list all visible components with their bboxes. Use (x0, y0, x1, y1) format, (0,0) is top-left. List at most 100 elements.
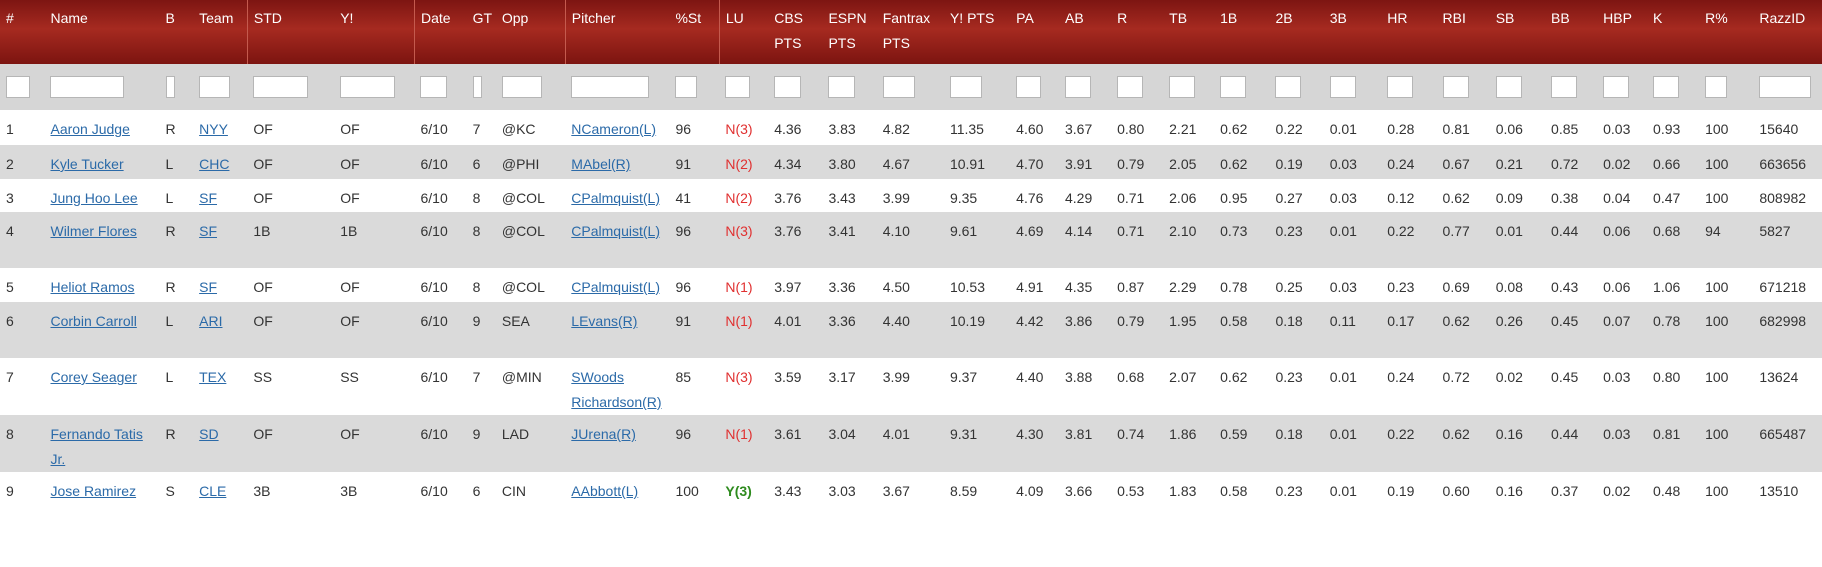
pitcher-link[interactable]: NCameron(L) (571, 121, 657, 137)
name-link[interactable]: Fernando Tatis Jr. (50, 426, 143, 467)
team-link[interactable]: ARI (199, 313, 223, 329)
column-header-rbi[interactable]: RBI (1436, 0, 1490, 64)
filter-input-ab[interactable] (1064, 76, 1091, 98)
cell-lu: Y(3) (719, 472, 769, 506)
filter-input-std[interactable] (253, 76, 309, 98)
fantrax-value: 4.82 (882, 121, 910, 137)
filter-input-razzid[interactable] (1759, 76, 1812, 98)
espn-value: 3.36 (828, 279, 856, 295)
column-header-r[interactable]: R (1111, 0, 1164, 64)
team-link[interactable]: NYY (199, 121, 228, 137)
filter-input-bb[interactable] (1551, 76, 1578, 98)
filter-input-b[interactable] (165, 76, 175, 98)
filter-input-hr[interactable] (1387, 76, 1414, 98)
filter-input-team[interactable] (199, 76, 231, 98)
filter-input-r[interactable] (1117, 76, 1144, 98)
pitcher-link[interactable]: CPalmquist(L) (571, 279, 660, 295)
column-header-b[interactable]: B (159, 0, 194, 64)
column-header-razzid[interactable]: RazzID (1753, 0, 1822, 64)
column-header-bb[interactable]: BB (1545, 0, 1598, 64)
filter-input-opp[interactable] (501, 76, 542, 98)
bb-value: 0.72 (1551, 156, 1579, 172)
cell-b2: 0.18 (1269, 302, 1324, 358)
column-header-team[interactable]: Team (193, 0, 248, 64)
column-header-pa[interactable]: PA (1010, 0, 1059, 64)
column-header-2b[interactable]: 2B (1269, 0, 1324, 64)
column-header-fantrax-pts[interactable]: Fantrax PTS (876, 0, 944, 64)
column-header-cbs-pts[interactable]: CBS PTS (768, 0, 823, 64)
column-header-name[interactable]: Name (44, 0, 160, 64)
column-header-ab[interactable]: AB (1058, 0, 1112, 64)
column-header-gt[interactable]: GT (466, 0, 496, 64)
pitcher-link[interactable]: SWoods Richardson(R) (571, 369, 662, 410)
pitcher-link[interactable]: LEvans(R) (571, 313, 638, 329)
filter-input-fantrax-pts[interactable] (882, 76, 915, 98)
column-header-num[interactable]: # (0, 0, 45, 64)
team-link[interactable]: SF (199, 223, 218, 239)
filter-input-3b[interactable] (1329, 76, 1356, 98)
r-value: 0.71 (1117, 190, 1145, 206)
filter-input-hbp[interactable] (1603, 76, 1630, 98)
filter-input-pitcher[interactable] (571, 76, 650, 98)
filter-cell (943, 64, 1011, 110)
filter-input-rbi[interactable] (1442, 76, 1469, 98)
column-header-espn-pts[interactable]: ESPN PTS (822, 0, 877, 64)
filter-input-2b[interactable] (1275, 76, 1302, 98)
column-header-date[interactable]: Date (413, 0, 467, 64)
filter-input-cbs-pts[interactable] (774, 76, 802, 98)
column-header-lu[interactable]: LU (718, 0, 769, 64)
filter-input-date[interactable] (420, 76, 448, 98)
filter-input-y[interactable] (340, 76, 396, 98)
name-link[interactable]: Heliot Ramos (50, 279, 135, 295)
column-header-r[interactable]: R% (1699, 0, 1754, 64)
column-header-st[interactable]: %St (669, 0, 720, 64)
team-link[interactable]: SD (199, 426, 219, 442)
column-header-sb[interactable]: SB (1489, 0, 1546, 64)
column-header-tb[interactable]: TB (1163, 0, 1215, 64)
pitcher-link[interactable]: CPalmquist(L) (571, 223, 660, 239)
pitcher-link[interactable]: AAbbott(L) (571, 483, 639, 499)
team-link[interactable]: SF (199, 190, 218, 206)
filter-input-r[interactable] (1705, 76, 1728, 98)
filter-input-lu[interactable] (725, 76, 751, 98)
team-link[interactable]: CLE (199, 483, 227, 499)
filter-input-espn-pts[interactable] (828, 76, 856, 98)
filter-input-pa[interactable] (1016, 76, 1042, 98)
pitcher-link[interactable]: JUrena(R) (571, 426, 636, 442)
name-link[interactable]: Wilmer Flores (50, 223, 137, 239)
name-link[interactable]: Jose Ramirez (50, 483, 137, 499)
filter-input-y-pts[interactable] (949, 76, 982, 98)
cell-yahoo: SS (334, 358, 415, 415)
filter-input-sb[interactable] (1495, 76, 1522, 98)
team-link[interactable]: SF (199, 279, 218, 295)
filter-input-st[interactable] (675, 76, 698, 98)
team-link[interactable]: TEX (199, 369, 227, 385)
column-header-k[interactable]: K (1647, 0, 1700, 64)
cell-rbi: 0.60 (1436, 472, 1490, 506)
pitcher-link[interactable]: CPalmquist(L) (571, 190, 660, 206)
filter-input-gt[interactable] (472, 76, 482, 98)
column-header-3b[interactable]: 3B (1323, 0, 1382, 64)
name-link[interactable]: Jung Hoo Lee (50, 190, 138, 206)
filter-input-tb[interactable] (1169, 76, 1196, 98)
filter-input-1b[interactable] (1220, 76, 1247, 98)
column-header-hbp[interactable]: HBP (1597, 0, 1648, 64)
r-value: 0.79 (1117, 313, 1145, 329)
filter-input-k[interactable] (1653, 76, 1680, 98)
name-link[interactable]: Kyle Tucker (50, 156, 124, 172)
name-link[interactable]: Aaron Judge (50, 121, 130, 137)
column-header-y-pts[interactable]: Y! PTS (943, 0, 1011, 64)
column-header-1b[interactable]: 1B (1214, 0, 1270, 64)
team-link[interactable]: CHC (199, 156, 230, 172)
b1-value: 0.59 (1220, 426, 1248, 442)
filter-input-num[interactable] (6, 76, 30, 98)
column-header-opp[interactable]: Opp (495, 0, 566, 64)
pitcher-link[interactable]: MAbel(R) (571, 156, 631, 172)
name-link[interactable]: Corey Seager (50, 369, 137, 385)
name-link[interactable]: Corbin Carroll (50, 313, 137, 329)
column-header-std[interactable]: STD (246, 0, 335, 64)
filter-input-name[interactable] (50, 76, 125, 98)
column-header-y[interactable]: Y! (334, 0, 415, 64)
column-header-pitcher[interactable]: Pitcher (564, 0, 670, 64)
column-header-hr[interactable]: HR (1381, 0, 1437, 64)
